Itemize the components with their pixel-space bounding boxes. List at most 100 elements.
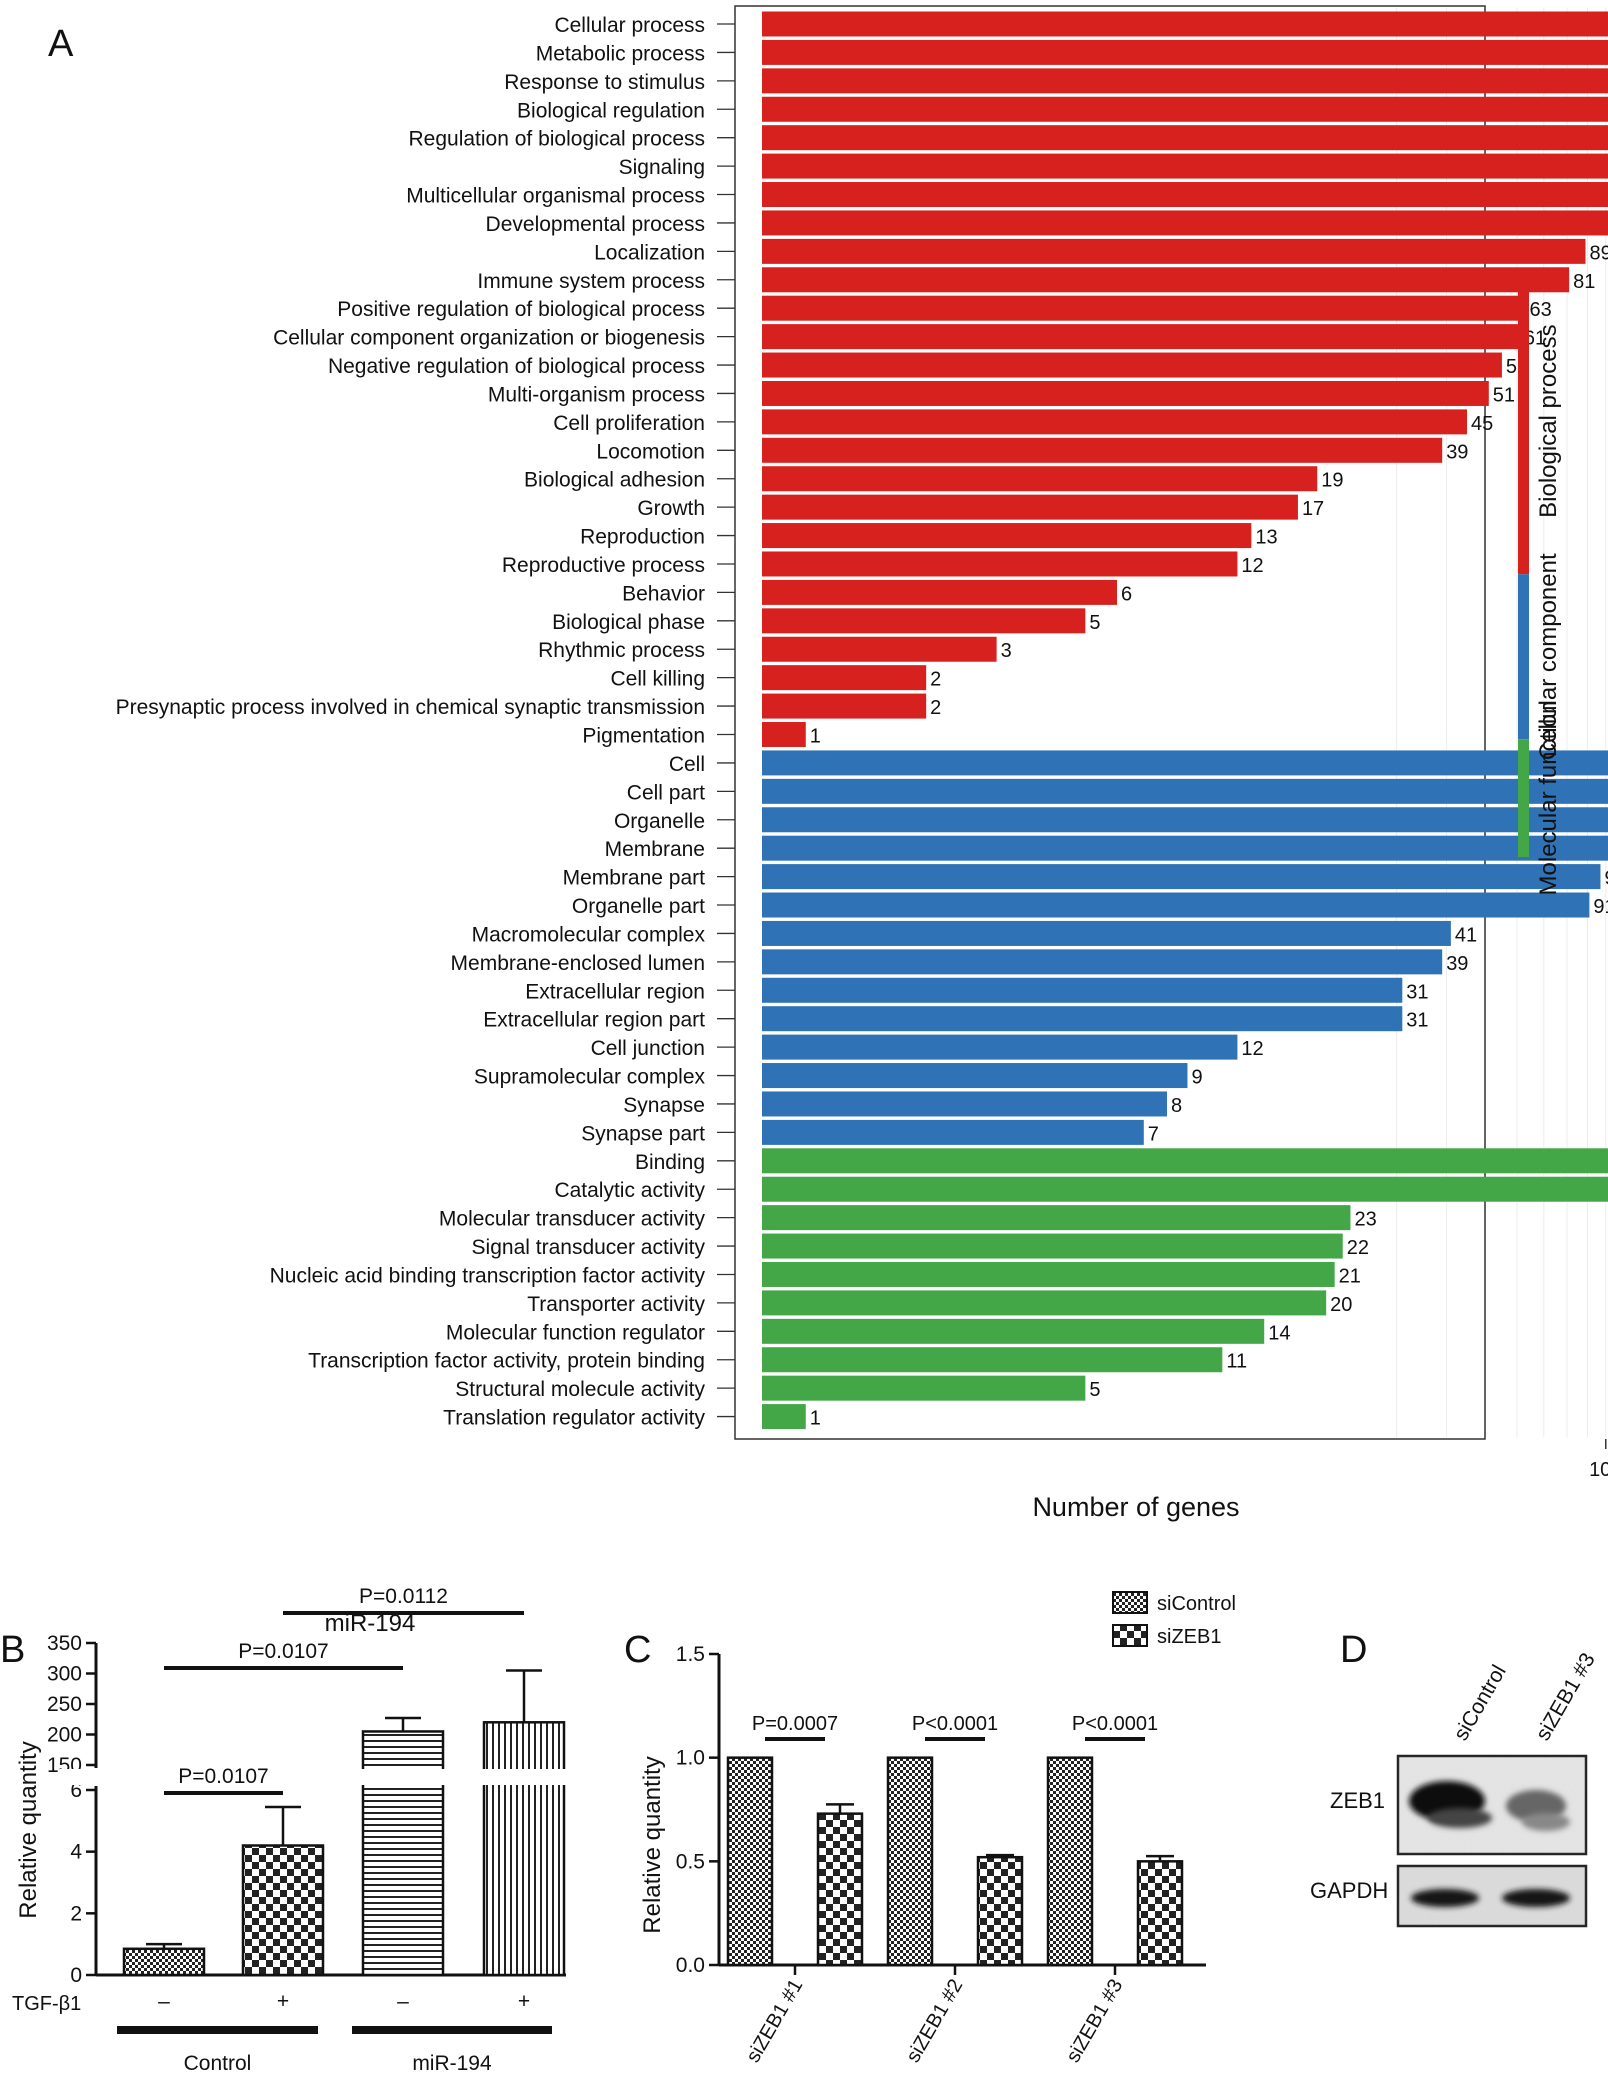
panel-label-a: A (48, 23, 74, 65)
bar-sicontrol-2 (886, 1756, 934, 1967)
value-label-locomotion: 39 (1446, 441, 1468, 463)
bar-molecular-function-regulator (762, 1318, 1265, 1344)
bar-macromolecular-complex (762, 920, 1451, 946)
category-label-macromolecular-complex: Macromolecular complex (472, 923, 706, 946)
category-label-molecular-function-regulator: Molecular function regulator (446, 1321, 705, 1344)
bar-cellular-component-organization-or-biogenesis (762, 324, 1520, 350)
bar-reproduction (762, 523, 1252, 549)
panel-a-plot-frame (734, 5, 1486, 1440)
value-label-translation-regulator-activity: 1 (810, 1408, 821, 1430)
panel-b-significance: P=0.0107 P=0.0107 P=0.0112 (164, 1585, 524, 1795)
x-tick-label-100: 100 (1589, 1459, 1608, 1481)
panel-a-bars: Cellular process243Metabolic process187R… (116, 11, 1608, 1430)
category-label-translation-regulator-activity: Translation regulator activity (443, 1407, 705, 1430)
category-label-membrane: Membrane (605, 838, 705, 861)
category-label-rhythmic-process: Rhythmic process (538, 639, 705, 662)
category-label-molecular-transducer-activity: Molecular transducer activity (439, 1208, 706, 1231)
y-tick-label-350: 350 (47, 1632, 82, 1655)
bar-signaling (762, 153, 1608, 179)
category-label-structural-molecule-activity: Structural molecule activity (455, 1378, 705, 1401)
tgf-row-label: TGF-β1 (12, 1993, 81, 2015)
group-label-mir-194: miR-194 (412, 2052, 492, 2075)
value-label-transporter-activity: 20 (1330, 1294, 1352, 1316)
value-label-presynaptic-process-involved-in-chemical-synaptic-transmission: 2 (930, 697, 941, 719)
bar-organelle (762, 807, 1608, 833)
legend-label-molecular-function: Molecular function (1535, 701, 1562, 896)
category-label-cellular-process: Cellular process (554, 14, 705, 37)
category-label-extracellular-region-part: Extracellular region part (483, 1009, 705, 1032)
bar-b-4 (482, 1721, 566, 1977)
category-label-developmental-process: Developmental process (486, 213, 705, 236)
value-label-synapse-part: 7 (1148, 1123, 1159, 1145)
value-label-membrane-enclosed-lumen: 39 (1446, 953, 1468, 975)
x-tick-label-sizeb1-2: siZEB1 #2 (902, 1976, 967, 2067)
bar-cell (762, 750, 1608, 776)
bar-organelle-part (762, 892, 1590, 918)
axis-break-gap (60, 1769, 580, 1785)
y-tick-label-0-0: 0.0 (676, 1954, 705, 1977)
bar-membrane-part (762, 864, 1601, 890)
category-label-immune-system-process: Immune system process (477, 270, 705, 293)
legend-bar-molecular-function (1518, 739, 1529, 857)
tgf-sign: + (277, 1990, 289, 2013)
panel-a-x-axis: 100200300 (1589, 1439, 1608, 1481)
tgf-sign: – (158, 1990, 170, 2013)
value-label-membrane-part: 97 (1604, 868, 1608, 890)
value-label-cellular-component-organization-or-biogenesis: 61 (1524, 328, 1546, 350)
bar-cell-part (762, 778, 1608, 804)
category-label-biological-adhesion: Biological adhesion (524, 469, 705, 492)
bar-rhythmic-process (762, 636, 997, 662)
panel-d-western-blot: siControl siZEB1 #3 ZEB1 GAPDH (1310, 1649, 1600, 1928)
bar-cellular-process (762, 11, 1608, 37)
y-tick-label-1-5: 1.5 (676, 1643, 705, 1666)
bar-cell-junction (762, 1034, 1238, 1060)
tgf-sign: – (397, 1990, 409, 2013)
category-label-reproduction: Reproduction (580, 526, 705, 549)
bar-structural-molecule-activity (762, 1375, 1086, 1401)
category-label-organelle-part: Organelle part (572, 895, 705, 918)
significance-label: P=0.0112 (359, 1585, 448, 1608)
panel-b-y-axis-label: Relative quantity (15, 1741, 42, 1918)
category-label-localization: Localization (594, 241, 705, 264)
category-label-negative-regulation-of-biological-process: Negative regulation of biological proces… (328, 355, 705, 378)
legend-label-biological-process: Biological process (1535, 324, 1562, 517)
bar-b-2 (241, 1844, 325, 1977)
bar-cell-proliferation (762, 409, 1468, 435)
blot-row-label-gapdh: GAPDH (1310, 1878, 1388, 1903)
bar-reproductive-process (762, 551, 1238, 577)
y-tick-label-200: 200 (47, 1724, 82, 1747)
bar-extracellular-region-part (762, 1006, 1403, 1032)
legend-swatch-sicontrol (1112, 1591, 1148, 1614)
panel-label-c: C (624, 1629, 651, 1671)
panel-b-mir194-chart: miR-194 Relative quantity 15020025030035… (12, 1585, 580, 2075)
pvalue-label: P=0.0007 (752, 1713, 838, 1735)
bar-behavior (762, 579, 1118, 605)
bar-localization (762, 238, 1586, 264)
value-label-extracellular-region: 31 (1406, 981, 1428, 1003)
bar-membrane-enclosed-lumen (762, 949, 1443, 975)
value-label-biological-adhesion: 19 (1321, 470, 1343, 492)
category-label-cellular-component-organization-or-biogenesis: Cellular component organization or bioge… (273, 327, 705, 350)
pvalue-label: P<0.0001 (1072, 1713, 1158, 1735)
value-label-rhythmic-process: 3 (1001, 640, 1012, 662)
y-tick-label-6: 6 (70, 1779, 82, 1802)
bar-catalytic-activity (762, 1176, 1608, 1202)
bar-sizeb1-2 (976, 1855, 1024, 1967)
legend-bar-biological-process (1518, 268, 1529, 575)
bar-regulation-of-biological-process (762, 125, 1608, 151)
legend-label-sicontrol: siControl (1157, 1593, 1236, 1615)
panel-a-category-legend: Biological process Cellular componentMole… (1518, 268, 1562, 895)
bar-positive-regulation-of-biological-process (762, 295, 1526, 321)
category-label-pigmentation: Pigmentation (582, 725, 705, 748)
bar-supramolecular-complex (762, 1063, 1188, 1089)
bar-sicontrol-1 (726, 1756, 774, 1967)
value-label-reproductive-process: 12 (1241, 555, 1263, 577)
category-label-reproductive-process: Reproductive process (502, 554, 705, 577)
category-label-membrane-enclosed-lumen: Membrane-enclosed lumen (451, 952, 705, 975)
bar-presynaptic-process-involved-in-chemical-synaptic-transmission (762, 693, 927, 719)
category-label-cell-part: Cell part (627, 781, 705, 804)
category-label-metabolic-process: Metabolic process (536, 42, 705, 65)
x-tick-label-sizeb1-3: siZEB1 #3 (1062, 1976, 1127, 2067)
bar-biological-adhesion (762, 466, 1318, 492)
